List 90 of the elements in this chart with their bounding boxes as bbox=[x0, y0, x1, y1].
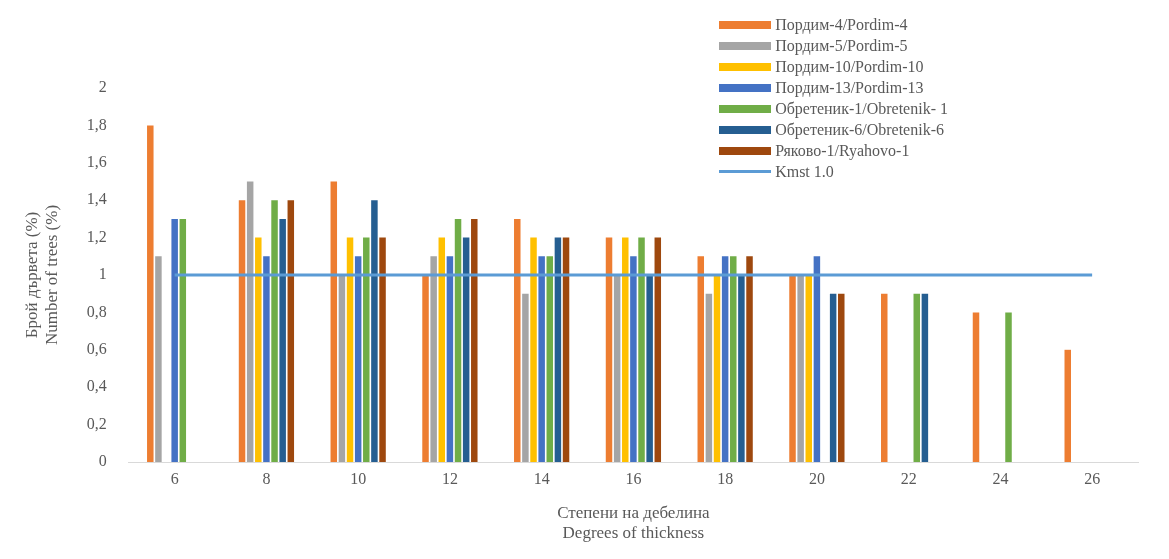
bar bbox=[654, 237, 662, 462]
bar bbox=[881, 293, 888, 462]
bar bbox=[371, 200, 378, 462]
bar bbox=[605, 237, 613, 462]
bar bbox=[446, 256, 454, 462]
x-tick-label: 16 bbox=[625, 469, 642, 487]
y-tick-label: 1 bbox=[98, 265, 107, 283]
x-tick-label: 20 bbox=[808, 469, 825, 487]
bar bbox=[721, 256, 729, 462]
legend-label: Пордим-10/Pordim-10 bbox=[775, 57, 924, 77]
legend-label: Обретеник-6/Obretenik-6 bbox=[775, 120, 944, 140]
x-tick-label: 10 bbox=[350, 469, 367, 487]
bar bbox=[738, 275, 745, 462]
bar bbox=[279, 218, 286, 462]
bar bbox=[438, 237, 446, 462]
bar bbox=[171, 218, 178, 462]
y-axis-title: Брой дървета (%) Number of trees (%) bbox=[21, 204, 62, 346]
bar bbox=[354, 256, 362, 462]
bar bbox=[829, 293, 837, 462]
y-tick-label: 0 bbox=[98, 452, 107, 470]
bar bbox=[263, 256, 270, 462]
bar bbox=[155, 256, 162, 462]
y-tick-label: 1,6 bbox=[86, 153, 107, 170]
bar bbox=[622, 237, 629, 462]
legend-label: Ряково-1/Ryahovo-1 bbox=[775, 141, 910, 161]
bar bbox=[238, 200, 246, 462]
legend-label: Пордим-13/Pordim-13 bbox=[775, 78, 924, 98]
x-tick-label: 12 bbox=[441, 469, 458, 487]
bar bbox=[346, 237, 354, 462]
bar bbox=[838, 293, 845, 462]
bar bbox=[797, 275, 804, 462]
x-tick-label: 8 bbox=[262, 469, 271, 487]
bar bbox=[422, 275, 429, 462]
y-tick-label: 0,8 bbox=[86, 302, 107, 320]
y-tick-label: 0,2 bbox=[86, 414, 107, 432]
x-tick-label: 24 bbox=[992, 469, 1009, 487]
bar bbox=[646, 275, 653, 462]
bar bbox=[246, 181, 254, 462]
legend-label: Обретеник-1/Obretenik- 1 bbox=[775, 99, 948, 119]
x-tick-label: 22 bbox=[900, 469, 917, 487]
bar bbox=[630, 256, 637, 462]
bar bbox=[530, 237, 537, 462]
bar bbox=[147, 125, 154, 462]
bar bbox=[1005, 312, 1012, 462]
bar bbox=[462, 237, 470, 462]
y-tick-label: 1,2 bbox=[86, 227, 107, 245]
bar bbox=[705, 293, 713, 462]
bar bbox=[255, 237, 262, 462]
legend-label: Пордим-4/Pordim-4 bbox=[775, 15, 908, 35]
bar bbox=[913, 293, 921, 462]
bar bbox=[638, 237, 645, 462]
legend-label: Kmst 1.0 bbox=[775, 162, 834, 182]
bar bbox=[713, 275, 721, 462]
x-tick-label: 6 bbox=[170, 469, 179, 487]
legend-label: Пордим-5/Pordim-5 bbox=[775, 36, 908, 56]
bar bbox=[805, 275, 813, 462]
bar bbox=[179, 218, 187, 462]
bar bbox=[471, 218, 478, 462]
x-axis-title: Степени на дебелина Degrees of thickness bbox=[557, 502, 711, 543]
bar bbox=[554, 237, 562, 462]
bar bbox=[1064, 349, 1071, 462]
bar bbox=[789, 275, 796, 462]
bar bbox=[921, 293, 929, 462]
bar bbox=[271, 200, 278, 462]
y-tick-label: 2 bbox=[98, 78, 107, 96]
y-tick-label: 1,8 bbox=[86, 115, 107, 133]
bar bbox=[338, 275, 346, 462]
bar bbox=[454, 218, 462, 462]
bar bbox=[287, 200, 295, 462]
bar bbox=[613, 275, 621, 462]
bar bbox=[330, 181, 338, 462]
bar bbox=[562, 237, 570, 462]
x-tick-label: 18 bbox=[717, 469, 734, 487]
y-tick-label: 1,4 bbox=[86, 190, 107, 208]
bar bbox=[546, 256, 554, 462]
bar bbox=[379, 237, 386, 462]
y-tick-label: 0,4 bbox=[86, 377, 107, 395]
x-tick-label: 26 bbox=[1084, 469, 1101, 487]
bar bbox=[730, 256, 737, 462]
bar bbox=[813, 256, 821, 462]
bar bbox=[538, 256, 545, 462]
y-tick-label: 0,6 bbox=[86, 340, 107, 357]
bar bbox=[514, 218, 521, 462]
bar bbox=[972, 312, 980, 462]
bar bbox=[430, 256, 437, 462]
bar bbox=[697, 256, 705, 462]
bar bbox=[746, 256, 753, 462]
bar bbox=[363, 237, 370, 462]
bar bbox=[522, 293, 529, 462]
x-tick-label: 14 bbox=[533, 469, 550, 487]
